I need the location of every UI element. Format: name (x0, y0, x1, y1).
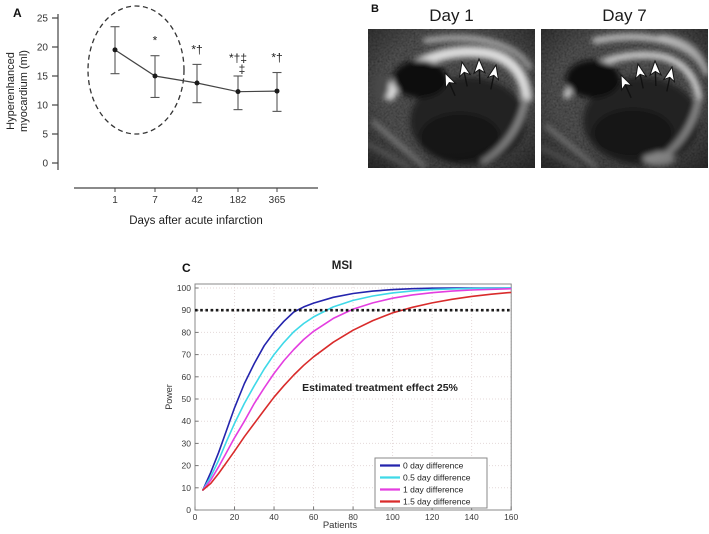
svg-text:182: 182 (230, 195, 247, 206)
curve-1.5-day-difference (202, 291, 512, 491)
svg-text:7: 7 (152, 195, 158, 206)
svg-text:0: 0 (193, 512, 198, 522)
panel-a-label: A (13, 6, 22, 20)
svg-text:365: 365 (269, 195, 286, 206)
power-curves (202, 287, 512, 491)
svg-text:0: 0 (186, 505, 191, 515)
error-bars (110, 26, 282, 112)
mri-column-day7: Day 7 (541, 2, 708, 168)
svg-text:1: 1 (112, 195, 118, 206)
axes: 0 20 40 60 80 100 120 140 160 0 10 20 30 40 50 60 70 80 90… (164, 260, 519, 531)
chart-title: MSI (332, 260, 352, 272)
significance-annotations: * *† *†‡‡ *† (153, 34, 283, 76)
svg-text:100: 100 (177, 283, 191, 293)
svg-text:0 day difference: 0 day difference (403, 461, 464, 471)
svg-text:40: 40 (269, 512, 279, 522)
curve-0.5-day-difference (202, 287, 512, 491)
highlight-ellipse (87, 5, 185, 135)
mri-image-day7 (541, 29, 708, 168)
mri-image-day1 (368, 29, 535, 168)
svg-text:60: 60 (182, 372, 192, 382)
svg-text:10: 10 (182, 483, 192, 493)
data-points (112, 47, 280, 95)
svg-text:20: 20 (182, 461, 192, 471)
panel-c: C 0 20 40 60 80 100 120 140 160 0 10 20 30 40 50 60 70 80… (160, 255, 532, 534)
infarct-arrow-icons (444, 57, 500, 97)
legend: 0 day difference 0.5 day difference 1 day … (374, 457, 488, 509)
infarct-arrow-icons (620, 59, 676, 99)
treatment-effect-annotation: Estimated treatment effect 25% (302, 382, 458, 394)
svg-text:*†: *† (191, 42, 202, 56)
svg-text:5: 5 (42, 130, 48, 141)
svg-text:25: 25 (37, 14, 49, 25)
svg-text:70: 70 (182, 350, 192, 360)
svg-text:Hyperenhanced: Hyperenhanced (5, 52, 17, 130)
svg-text:60: 60 (309, 512, 319, 522)
svg-text:0.5 day difference: 0.5 day difference (403, 473, 471, 483)
mri-column-day1: Day 1 (368, 2, 535, 168)
svg-text:30: 30 (182, 438, 192, 448)
svg-text:‡: ‡ (239, 62, 246, 76)
panel-b: B Day 1 (360, 0, 709, 180)
svg-text:1.5 day difference: 1.5 day difference (403, 497, 471, 507)
svg-text:*†: *† (271, 51, 282, 65)
panel-c-label: C (182, 261, 191, 275)
svg-text:50: 50 (182, 394, 192, 404)
svg-text:120: 120 (425, 512, 439, 522)
svg-text:20: 20 (230, 512, 240, 522)
curve-0-day-difference (202, 287, 512, 491)
svg-text:100: 100 (386, 512, 400, 522)
mri-title-day1: Day 1 (429, 6, 474, 25)
y-axis-title: Power (164, 384, 174, 410)
svg-text:80: 80 (348, 512, 358, 522)
svg-text:42: 42 (191, 195, 203, 206)
svg-text:80: 80 (182, 327, 192, 337)
svg-text:20: 20 (37, 43, 49, 54)
svg-text:10: 10 (37, 101, 49, 112)
svg-text:140: 140 (465, 512, 479, 522)
x-axis-title: Patients (323, 520, 358, 531)
svg-text:1 day difference: 1 day difference (403, 485, 464, 495)
mri-title-day7: Day 7 (602, 6, 647, 25)
svg-text:0: 0 (42, 159, 48, 170)
svg-text:*†‡: *†‡ (229, 51, 247, 65)
mri-vignette (541, 29, 708, 168)
svg-text:90: 90 (182, 305, 192, 315)
panel-a: A 0 5 10 15 20 25 Hyperenhanced myocardium (ml)… (0, 0, 356, 250)
curve-1-day-difference (202, 287, 512, 491)
x-axis: 1 7 42 182 365 Days after acute infarction (74, 187, 318, 227)
msi-power-chart: 0 20 40 60 80 100 120 140 160 0 10 20 30 40 50 60 70 80 90… (164, 260, 519, 531)
mri-vignette (368, 29, 535, 168)
hyperenhanced-myocardium-chart: 0 5 10 15 20 25 Hyperenhanced myocardium (ml) 1 7… (5, 5, 318, 227)
svg-text:myocardium (ml): myocardium (ml) (18, 50, 30, 132)
svg-text:160: 160 (504, 512, 518, 522)
svg-text:40: 40 (182, 416, 192, 426)
svg-text:*: * (153, 34, 158, 48)
panel-b-label: B (371, 3, 379, 15)
y-axis: 0 5 10 15 20 25 Hyperenhanced myocardium (ml) (5, 14, 59, 170)
svg-text:15: 15 (37, 72, 49, 83)
svg-text:Days after acute infarction: Days after acute infarction (129, 215, 263, 227)
